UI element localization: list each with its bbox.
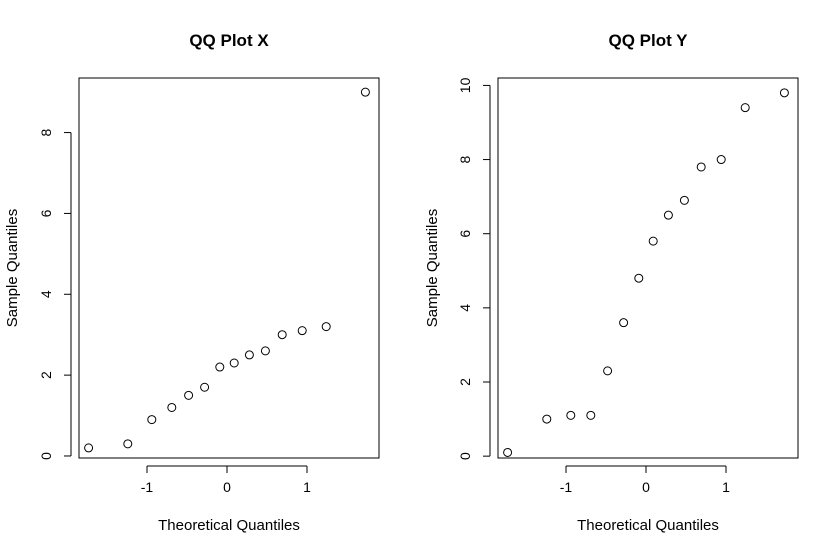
data-point <box>215 362 225 372</box>
y-tick-label: 2 <box>38 371 54 379</box>
x-tick-label: 1 <box>303 479 311 495</box>
x-axis-label: Theoretical Quantiles <box>158 517 300 534</box>
data-point <box>716 155 726 165</box>
y-axis-label: Sample Quantiles <box>4 209 21 327</box>
x-tick-label: 0 <box>223 479 231 495</box>
data-point <box>779 88 789 98</box>
data-point <box>360 87 370 97</box>
qq-plot-x-panel: QQ Plot X Theoretical Quantiles Sample Q… <box>4 31 380 534</box>
x-tick-label: 1 <box>722 479 730 495</box>
y-tick-label: 0 <box>38 452 54 460</box>
data-point <box>634 273 644 283</box>
plot-frame <box>497 77 799 459</box>
y-tick-label: 6 <box>457 230 473 238</box>
y-tick-label: 4 <box>457 304 473 312</box>
chart-title: QQ Plot Y <box>608 31 688 50</box>
axis-ticks: -1 0 1 0 2 4 6 8 <box>38 128 311 495</box>
data-point <box>123 439 133 449</box>
data-point <box>503 447 513 457</box>
y-tick-label: 4 <box>38 290 54 298</box>
y-tick-label: 8 <box>457 155 473 163</box>
chart-title: QQ Plot X <box>189 31 269 50</box>
data-point <box>619 318 629 328</box>
data-point <box>184 390 194 400</box>
data-point <box>167 402 177 412</box>
data-point <box>297 326 307 336</box>
qq-plot-y-panel: QQ Plot Y Theoretical Quantiles Sample Q… <box>424 31 799 534</box>
data-point <box>696 162 706 172</box>
data-points <box>503 88 789 457</box>
data-point <box>603 366 613 376</box>
data-point <box>542 414 552 424</box>
data-point <box>740 103 750 113</box>
y-tick-label: 2 <box>457 378 473 386</box>
y-tick-label: 8 <box>38 128 54 136</box>
y-tick-label: 10 <box>457 77 473 93</box>
x-tick-label: 0 <box>642 479 650 495</box>
data-point <box>648 236 658 246</box>
data-point <box>277 330 287 340</box>
data-point <box>147 415 157 425</box>
data-point <box>566 410 576 420</box>
x-axis-label: Theoretical Quantiles <box>577 517 719 534</box>
y-tick-label: 0 <box>457 452 473 460</box>
x-tick-label: -1 <box>141 479 154 495</box>
data-point <box>229 358 239 368</box>
data-point <box>586 410 596 420</box>
data-point <box>679 195 689 205</box>
y-axis-label: Sample Quantiles <box>424 209 441 327</box>
data-points <box>84 87 370 453</box>
y-tick-label: 6 <box>38 209 54 217</box>
x-tick-label: -1 <box>560 479 573 495</box>
plot-frame <box>78 77 380 459</box>
data-point <box>663 210 673 220</box>
data-point <box>260 346 270 356</box>
data-point <box>200 382 210 392</box>
data-point <box>84 443 94 453</box>
data-point <box>321 322 331 332</box>
data-point <box>244 350 254 360</box>
